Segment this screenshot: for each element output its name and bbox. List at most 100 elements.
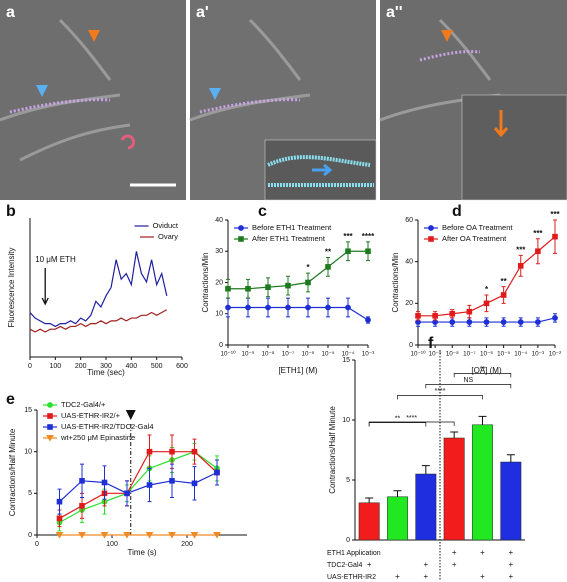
point [552, 233, 558, 240]
point [483, 319, 490, 325]
legend-marker [238, 225, 244, 231]
inset [461, 94, 567, 201]
panel-label: f [428, 335, 434, 352]
point [325, 264, 331, 270]
significance: * [306, 263, 310, 272]
tissue [0, 18, 131, 162]
x-tick-label: 10⁻⁶ [302, 351, 315, 358]
legend-marker [46, 435, 54, 442]
point [191, 448, 198, 455]
x-tick-label: 100 [106, 541, 118, 548]
bar [387, 496, 408, 541]
comparison-label: **** [406, 415, 417, 422]
legend-label: UAS-ETHR-IR2/+ [61, 411, 121, 420]
legend-marker [238, 236, 244, 242]
x-axis-label: Time (sec) [87, 368, 125, 377]
y-tick-label: 5 [28, 490, 32, 497]
point [285, 304, 291, 311]
table-cell: + [508, 572, 513, 581]
point [265, 304, 271, 311]
arrowhead [36, 85, 48, 97]
significance: *** [550, 210, 560, 219]
micrograph-a-prime: a' [189, 0, 377, 201]
point [245, 304, 251, 311]
point [265, 284, 271, 290]
arrowhead [441, 30, 453, 42]
error-bar [450, 431, 459, 438]
y-tick-label: 60 [405, 217, 413, 224]
series-line [59, 450, 218, 524]
y-tick-label: 5 [346, 477, 350, 484]
x-tick-label: 10⁻⁹ [429, 351, 442, 358]
y-tick-label: 40 [405, 259, 413, 266]
point [415, 313, 421, 319]
table-cell: + [395, 572, 400, 581]
point [225, 304, 231, 311]
point [245, 285, 251, 292]
point [517, 319, 524, 325]
x-tick-label: 300 [100, 363, 112, 370]
x-tick-label: 10⁻³ [532, 351, 544, 358]
y-tick-label: 10 [215, 311, 223, 318]
error-bar [365, 497, 374, 503]
x-tick-label: 10⁻⁴ [514, 351, 527, 358]
panel-label: e [6, 391, 15, 408]
x-axis-label: [OA] (M) [471, 366, 502, 375]
point [483, 300, 490, 307]
legend-label: Before ETH1 Treatment [252, 223, 332, 232]
point [56, 515, 63, 522]
point [432, 313, 438, 319]
x-tick-label: 400 [125, 363, 137, 370]
point [146, 448, 153, 455]
significance: ** [501, 277, 508, 286]
point [145, 532, 154, 539]
table-cell: + [423, 560, 428, 569]
micrograph-a-double-prime: a'' [379, 0, 567, 201]
x-tick-label: 0 [28, 363, 32, 370]
y-tick-label: 0 [409, 342, 413, 349]
table-cell: + [452, 548, 457, 557]
series-line [29, 251, 168, 328]
point [500, 292, 507, 298]
y-tick-label: 0 [28, 532, 32, 539]
point [449, 310, 456, 317]
point [285, 282, 291, 289]
table-cell: + [508, 548, 513, 557]
y-tick-label: 20 [405, 300, 413, 307]
series-line [228, 250, 368, 290]
series-line [29, 309, 168, 333]
comparison-label: ** [395, 415, 401, 422]
point [345, 248, 351, 255]
x-tick-label: 10⁻⁶ [480, 351, 493, 358]
error-bar [506, 454, 515, 462]
y-tick-label: 10 [24, 449, 32, 456]
legend-label: Ovary [158, 232, 178, 241]
point [79, 478, 85, 484]
x-tick-label: 10⁻⁷ [282, 351, 295, 358]
y-tick-label: 40 [215, 217, 223, 224]
table-cell: + [480, 572, 485, 581]
significance: *** [343, 232, 353, 241]
signal [120, 134, 136, 150]
point [225, 285, 231, 292]
legend-label: TDC2-Gal4/+ [61, 400, 106, 409]
comparison-bracket [397, 395, 483, 400]
point [365, 248, 371, 255]
x-tick-label: 10⁻³ [362, 351, 374, 358]
x-tick-label: 10⁻⁵ [497, 351, 510, 358]
panel-label: b [6, 203, 16, 220]
y-tick-label: 0 [346, 537, 350, 544]
panel-label: c [258, 203, 267, 220]
x-tick-label: 10⁻⁷ [463, 351, 476, 358]
x-tick-label: 10⁻¹⁰ [221, 351, 236, 358]
arrowhead [209, 88, 221, 100]
point [325, 304, 331, 311]
comparison-label: **** [435, 388, 446, 395]
comparison-label: ** [480, 366, 486, 373]
legend-marker [47, 424, 53, 430]
legend-label: Oviduct [153, 221, 179, 230]
arrowhead [88, 30, 100, 42]
point [124, 490, 130, 497]
significance: *** [533, 229, 543, 238]
